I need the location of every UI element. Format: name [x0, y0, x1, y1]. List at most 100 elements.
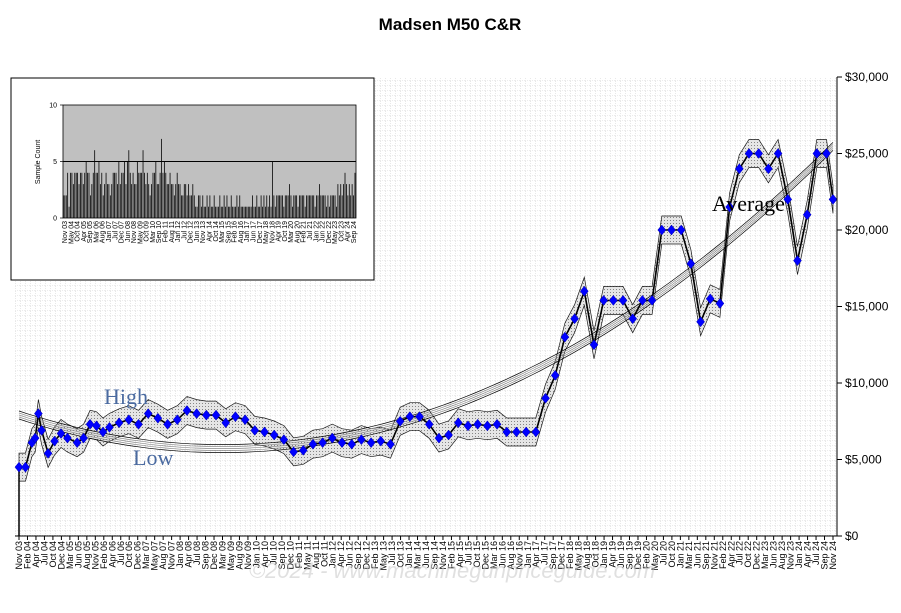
inset-bar [293, 195, 295, 218]
inset-bar [78, 184, 80, 218]
y-axis-ticks: $0 $5,000 $10,000 $15,000 $20,000 $25,000 $30,… [837, 70, 889, 543]
average-point [715, 298, 725, 309]
inset-bar [63, 195, 64, 218]
inset-bar [200, 206, 202, 218]
inset-x-tick-label: Jan 22 [313, 221, 320, 242]
inset-bar [346, 184, 347, 218]
x-tick-label: Jul 13 [387, 541, 397, 565]
inset-bar [273, 195, 275, 218]
x-tick-label: Aug 23 [777, 541, 787, 570]
inset-bar [344, 172, 346, 218]
inset-bar [257, 206, 259, 218]
inset-bar [119, 184, 121, 218]
inset-x-tick-label: May 09 [137, 221, 144, 244]
x-tick-label: Mar 14 [413, 541, 423, 569]
x-tick-label: Mar 21 [684, 541, 694, 569]
inset-bar [316, 195, 317, 218]
average-point [473, 418, 483, 430]
inset-bar [255, 206, 256, 218]
average-point [550, 369, 560, 381]
inset-bar [168, 184, 170, 218]
average-point [192, 408, 201, 420]
inset-x-tick-label: Jan 07 [106, 221, 113, 242]
inset-bar [70, 172, 71, 218]
inset-bar [282, 195, 283, 218]
inset-bar [259, 206, 261, 218]
inset-x-tick-label: Oct 14 [213, 221, 220, 242]
inset-bar [97, 172, 98, 218]
x-tick-label: Nov 07 [167, 541, 177, 570]
inset-bar [92, 172, 94, 218]
x-tick-label: Oct 06 [124, 541, 134, 568]
average-point [98, 426, 108, 438]
inset-bar [341, 195, 343, 218]
inset-bar [280, 195, 282, 218]
x-tick-label: Apr 24 [803, 541, 813, 568]
inset-bar [87, 172, 88, 218]
average-point [676, 224, 686, 236]
x-tick-label: Oct 11 [319, 541, 329, 567]
inset-x-tick-label: Jul 21 [307, 221, 314, 240]
inset-x-tick-label: May 04 [68, 221, 75, 244]
inset-bar [296, 195, 298, 218]
x-tick-label: Dec 17 [557, 541, 567, 570]
inset-x-tick-label: Dec 17 [257, 221, 264, 243]
x-tick-label: May 07 [150, 541, 160, 571]
average-point [269, 429, 279, 441]
average-point [395, 415, 405, 427]
inset-bar [111, 184, 113, 218]
average-point [114, 417, 124, 429]
average-point [453, 417, 463, 429]
average-point [657, 224, 667, 236]
trend-curve [18, 146, 834, 449]
inset-bar [90, 195, 91, 218]
inset-x-tick-label: Sep 10 [156, 221, 163, 243]
y-tick-label: $0 [845, 529, 859, 543]
x-tick-label: Nov 21 [709, 541, 719, 570]
average-point [366, 437, 376, 449]
inset-bar [198, 195, 199, 218]
inset-x-tick-label: Apr 19 [276, 221, 283, 242]
average-point [250, 425, 260, 436]
x-tick-label: Nov 24 [828, 541, 838, 570]
x-tick-label: Jan 19 [599, 541, 609, 568]
average-point [560, 331, 570, 343]
inset-bar [286, 195, 288, 218]
average-point [202, 409, 211, 421]
x-tick-label: May 20 [650, 541, 660, 571]
inset-bar [77, 172, 78, 218]
average-point [37, 425, 46, 436]
inset-bar [202, 195, 204, 218]
average-point [328, 432, 337, 444]
average-point [337, 437, 347, 449]
x-tick-label: Apr 15 [455, 541, 465, 568]
inset-bar [208, 206, 209, 218]
average-point [773, 148, 783, 159]
inset-bar [154, 172, 155, 218]
inset-bar [235, 206, 236, 218]
x-tick-label: Jan 21 [675, 541, 685, 568]
inset-bar [348, 184, 350, 218]
y-tick-label: $15,000 [845, 300, 889, 314]
y-tick-label: $25,000 [845, 147, 889, 161]
inset-bar [125, 184, 127, 218]
x-tick-label: Jul 17 [540, 541, 550, 565]
average-point [686, 258, 696, 270]
trend-curve [18, 144, 834, 447]
inset-bar [102, 195, 104, 218]
inset-bar [132, 172, 134, 218]
inset-bar [135, 184, 137, 218]
inset-bar [178, 184, 179, 218]
inset-x-tick-label: Apr 24 [345, 221, 352, 242]
x-tick-label: Dec 10 [285, 541, 295, 570]
inset-bar [156, 184, 158, 218]
average-point [828, 193, 838, 205]
inset-bar [107, 184, 108, 218]
inset-bar [72, 184, 74, 218]
x-tick-label: May 13 [379, 541, 389, 571]
x-tick-label: Sep 10 [277, 541, 287, 570]
inset-bar [192, 184, 194, 218]
y-tick-label: $30,000 [845, 70, 889, 84]
average-point [434, 432, 444, 444]
inset-bar [347, 195, 349, 218]
